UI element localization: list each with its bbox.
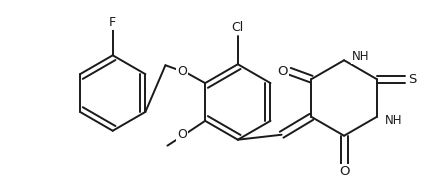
Text: O: O [177,65,187,78]
Text: Cl: Cl [232,21,244,34]
Text: O: O [277,65,288,78]
Text: NH: NH [352,50,369,63]
Text: F: F [109,16,116,29]
Text: S: S [408,73,417,86]
Text: O: O [177,128,187,141]
Text: O: O [339,165,349,178]
Text: NH: NH [385,114,402,127]
